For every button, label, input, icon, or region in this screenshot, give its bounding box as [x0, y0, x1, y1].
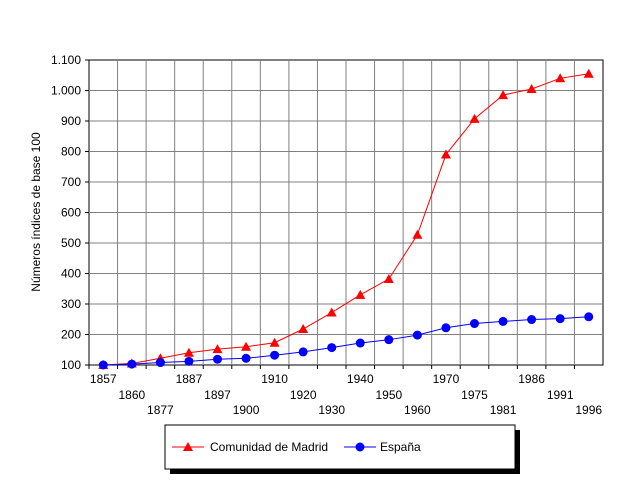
data-point [269, 337, 280, 347]
data-point [127, 359, 137, 369]
data-point [555, 314, 565, 324]
y-tick-label: 1.000 [51, 84, 81, 98]
data-point [212, 344, 223, 354]
x-tick-label: 1975 [461, 388, 488, 402]
y-tick-label: 500 [61, 236, 81, 250]
y-tick-label: 1.100 [51, 53, 81, 67]
x-tick-label: 1950 [375, 388, 402, 402]
series-espana [98, 312, 594, 370]
data-point [327, 343, 337, 353]
data-point [469, 113, 480, 123]
y-axis: 100 200 300 400 500 600 700 800 900 1.000 1.100 [51, 53, 89, 372]
y-tick-label: 100 [61, 358, 81, 372]
data-point [270, 350, 280, 360]
legend-box [164, 424, 516, 470]
series-group [98, 68, 594, 370]
y-tick-label: 400 [61, 267, 81, 281]
x-tick-label: 1930 [318, 403, 345, 417]
data-point [183, 347, 194, 357]
legend-label: España [380, 440, 421, 454]
x-tick-label: 1910 [261, 372, 288, 386]
x-tick-label: 1920 [290, 388, 317, 402]
data-point [326, 307, 337, 317]
data-point [412, 330, 422, 340]
data-point [98, 360, 108, 370]
y-tick-label: 200 [61, 328, 81, 342]
x-tick-label: 1996 [575, 403, 602, 417]
x-tick-label: 1857 [90, 372, 117, 386]
x-tick-label: 1960 [404, 403, 431, 417]
y-tick-label: 700 [61, 175, 81, 189]
data-point [298, 324, 309, 334]
y-axis-title: Números índices de base 100 [29, 132, 43, 292]
x-tick-label: 1981 [490, 403, 517, 417]
data-point [384, 335, 394, 345]
x-tick-label: 1897 [204, 388, 231, 402]
data-point [355, 289, 366, 299]
data-point [470, 319, 479, 329]
data-point [412, 229, 423, 239]
data-point [383, 273, 394, 283]
data-point [241, 353, 251, 363]
data-point [527, 315, 537, 325]
x-tick-label: 1991 [547, 388, 574, 402]
y-tick-label: 300 [61, 297, 81, 311]
data-point [440, 149, 451, 159]
legend: Comunidad de Madrid España [164, 424, 520, 474]
series-line [103, 316, 589, 366]
data-point [498, 316, 508, 326]
data-point [241, 341, 252, 351]
data-point [555, 73, 566, 83]
data-point [155, 358, 165, 368]
x-tick-label: 1877 [147, 403, 174, 417]
x-tick-label: 1860 [118, 388, 145, 402]
data-point [498, 90, 509, 100]
x-tick-label: 1970 [433, 372, 460, 386]
data-point [213, 354, 222, 364]
data-point [583, 68, 594, 78]
data-point [441, 323, 451, 333]
legend-marker [183, 442, 193, 451]
x-tick-label: 1900 [233, 403, 260, 417]
grid [88, 59, 604, 366]
x-tick-label: 1887 [176, 372, 203, 386]
data-point [526, 83, 537, 93]
legend-label: Comunidad de Madrid [210, 440, 328, 454]
data-point [298, 347, 308, 357]
x-tick-label: 1986 [518, 372, 545, 386]
y-tick-label: 600 [61, 206, 81, 220]
y-tick-label: 800 [61, 145, 81, 159]
data-point [355, 338, 365, 348]
series-line [103, 73, 589, 366]
data-point [584, 312, 594, 322]
x-tick-label: 1940 [347, 372, 374, 386]
legend-marker [355, 442, 365, 452]
y-tick-label: 900 [61, 114, 81, 128]
data-point [184, 356, 194, 366]
